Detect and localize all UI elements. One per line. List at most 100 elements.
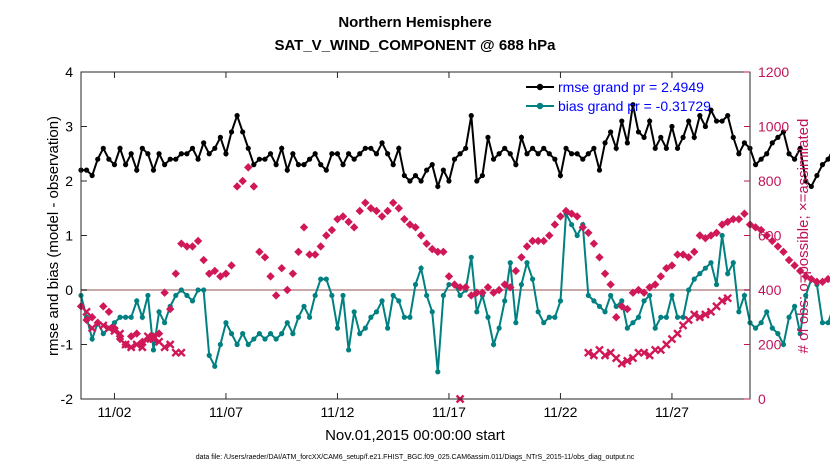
data-point-rmse [485,134,491,140]
obs-possible-marker [729,214,738,224]
data-point-rmse [775,134,781,140]
data-point-rmse [814,172,820,179]
data-point-bias [273,336,279,342]
obs-possible-marker [455,283,465,292]
data-point-bias [178,287,184,293]
obs-possible-marker [740,209,749,218]
data-point-rmse [128,151,134,157]
obs-assimilated-marker [695,312,705,322]
obs-possible-marker [232,182,242,191]
obs-possible-marker [795,266,805,276]
data-point-rmse [123,162,129,168]
data-point-bias [284,320,290,326]
data-point-bias [485,314,491,320]
obs-assimilated-marker [639,348,649,358]
obs-possible-marker [690,247,699,257]
obs-possible-marker [494,285,504,295]
data-point-rmse [100,145,106,151]
data-point-rmse [524,151,530,157]
data-point-rmse [819,162,826,168]
obs-assimilated-marker [165,340,175,349]
obs-assimilated-marker [104,323,114,333]
data-point-rmse [541,145,547,151]
data-point-rmse [669,123,675,130]
obs-assimilated-marker [717,296,727,306]
data-point-rmse [713,118,720,124]
x-tick-label: 11/02 [97,404,131,420]
legend-rmse-label: rmse grand pr = 2.4949 [558,79,704,95]
data-point-rmse [786,151,792,157]
data-point-bias [652,325,658,331]
data-point-rmse [223,151,229,157]
data-point-bias [379,298,385,304]
data-point-rmse [401,172,407,179]
obs-possible-marker [756,225,766,235]
y-axis-label: rmse and bias (model - observation) [45,116,62,356]
data-point-bias [123,314,129,320]
data-point-bias [195,287,201,293]
data-point-bias [251,336,257,342]
obs-possible-marker [361,198,370,207]
obs-possible-marker [338,212,348,221]
data-point-bias [769,325,775,331]
data-point-bias [719,232,725,239]
data-point-bias [262,336,268,342]
obs-assimilated-marker [673,329,682,338]
data-point-rmse [435,183,441,190]
obs-assimilated-marker [701,310,710,319]
x-tick-label: 11/22 [543,404,577,420]
obs-possible-marker [439,247,448,257]
data-point-bias [139,314,145,320]
obs-possible-marker [506,283,515,292]
obs-possible-marker [104,307,114,316]
data-point-bias [557,298,564,304]
obs-possible-marker [762,231,771,240]
data-point-rmse [591,145,597,151]
legend-bias-marker [536,102,544,110]
data-point-rmse [178,151,184,157]
obs-possible-marker [344,217,353,227]
obs-assimilated-marker [121,340,130,349]
y-tick-label: 2 [65,173,73,189]
data-point-bias [730,260,736,266]
legend-rmse-marker [536,83,544,91]
data-point-rmse [741,140,748,146]
obs-possible-marker [712,228,721,237]
data-point-rmse [513,162,519,168]
y-right-tick-label: 400 [758,282,782,298]
data-point-bias [340,292,346,299]
data-point-rmse [379,140,385,146]
data-point-rmse [201,140,207,146]
y-tick-label: -1 [61,337,74,353]
axes-group: 11/02 11/07 11/12 11/17 11/22 11/27-2-1012340… [61,64,790,420]
data-point-bias [323,276,329,282]
data-point-bias [713,281,720,288]
data-point-rmse [290,151,296,157]
data-point-rmse [346,151,352,157]
data-point-rmse [117,145,123,151]
data-point-bias [507,260,513,266]
series-obs-assimilated [82,293,733,404]
obs-assimilated-marker [689,310,699,319]
data-point-rmse [206,151,212,157]
y-tick-label: 1 [65,228,73,244]
obs-possible-marker [383,206,392,216]
obs-possible-marker [478,288,487,297]
data-point-bias [173,292,179,299]
data-point-bias [691,276,697,282]
data-point-bias [128,314,134,320]
data-point-bias [624,325,630,331]
data-point-bias [658,314,664,320]
obs-possible-marker [572,212,582,221]
data-point-bias [351,309,357,315]
data-point-bias [223,320,229,326]
obs-possible-marker [238,176,247,186]
data-point-rmse [719,118,725,124]
obs-possible-marker [210,266,219,276]
data-point-rmse [167,156,173,162]
data-point-rmse [557,172,564,179]
obs-possible-marker [288,269,298,278]
data-point-rmse [619,118,625,124]
data-point-bias [206,352,212,358]
data-point-bias [736,309,742,315]
